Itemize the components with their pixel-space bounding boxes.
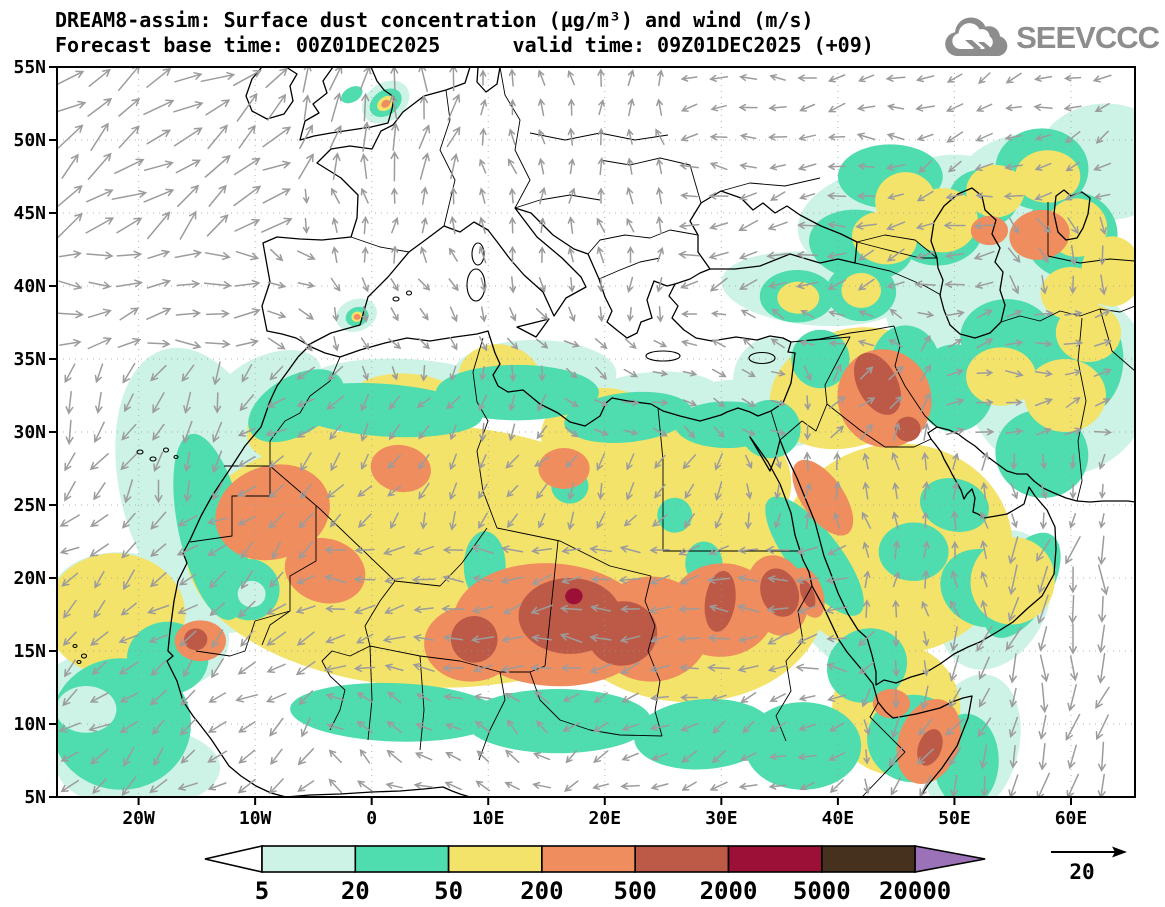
x-axis-label: 10W — [239, 808, 272, 829]
y-axis-label: 15N — [13, 641, 46, 662]
coastlines — [72, 67, 1135, 797]
y-axis-label: 35N — [13, 349, 46, 370]
x-axis-label: 30E — [705, 808, 738, 829]
y-axis-label: 45N — [13, 203, 46, 224]
map-subtitle: Forecast base time: 00Z01DEC2025 valid t… — [55, 33, 874, 57]
wind-reference: 20 — [1051, 846, 1127, 884]
x-axis-label: 20W — [122, 808, 155, 829]
seevccc-logo: SEEVCCC — [938, 14, 1160, 62]
wind-arrows — [57, 67, 1113, 797]
colorbar-label: 2000 — [700, 877, 758, 905]
y-axis-label: 50N — [13, 130, 46, 151]
x-axis-label: 10E — [472, 808, 505, 829]
wind-reference-label: 20 — [1069, 860, 1094, 884]
map-frame-and-axes: 55N 50N 45N 40N 35N 30N 25N 20N 15N 10N 5N 20W 10W 0 1… — [13, 57, 1136, 829]
colorbar-label: 200 — [520, 877, 563, 905]
y-axis-label: 25N — [13, 495, 46, 516]
y-axis-label: 5N — [24, 787, 46, 808]
y-axis-label: 30N — [13, 422, 46, 443]
logo-text: SEEVCCC — [1016, 20, 1160, 55]
map-title: DREAM8-assim: Surface dust concentration… — [55, 8, 814, 32]
colorbar-label: 5000 — [793, 877, 851, 905]
colorbar-label: 20000 — [879, 877, 951, 905]
y-axis-label: 10N — [13, 714, 46, 735]
x-axis-label: 0 — [366, 808, 377, 829]
y-axis-label: 40N — [13, 276, 46, 297]
y-axis-label: 20N — [13, 568, 46, 589]
graticule — [57, 67, 1135, 797]
x-axis-label: 20E — [589, 808, 622, 829]
colorbar-label: 50 — [434, 877, 463, 905]
colorbar: 5 20 50 200 500 2000 5000 20000 — [204, 844, 986, 905]
x-axis-label: 50E — [938, 808, 971, 829]
colorbar-label: 5 — [255, 877, 269, 905]
colorbar-label: 20 — [341, 877, 370, 905]
y-axis-label: 55N — [13, 57, 46, 78]
colorbar-label: 500 — [614, 877, 657, 905]
x-axis-label: 60E — [1055, 808, 1088, 829]
cloud-icon — [945, 17, 1008, 57]
x-axis-label: 40E — [822, 808, 855, 829]
